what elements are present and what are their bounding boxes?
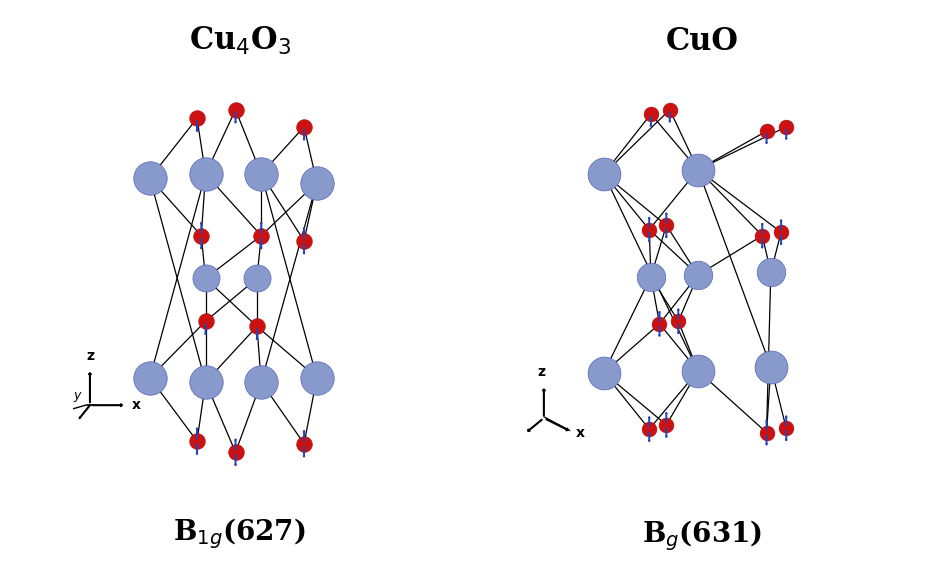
Text: x: x — [132, 398, 141, 412]
Point — [253, 378, 268, 387]
Point — [779, 424, 794, 433]
Point — [142, 373, 157, 382]
Text: Cu$_4$O$_3$: Cu$_4$O$_3$ — [189, 25, 290, 57]
Point — [597, 368, 611, 377]
Point — [194, 231, 209, 240]
Point — [759, 428, 774, 437]
Text: B$_g$(631): B$_g$(631) — [642, 518, 762, 552]
Point — [662, 105, 677, 114]
Text: z: z — [86, 349, 94, 363]
Point — [250, 274, 265, 283]
Point — [763, 362, 778, 371]
Point — [310, 178, 325, 187]
Point — [228, 105, 243, 114]
Point — [253, 231, 268, 240]
Point — [642, 425, 657, 434]
Text: x: x — [575, 427, 585, 441]
Point — [250, 322, 265, 331]
Point — [198, 170, 213, 179]
Point — [198, 378, 213, 387]
Point — [779, 123, 794, 132]
Point — [297, 236, 312, 245]
Text: y: y — [73, 389, 80, 402]
Point — [652, 319, 667, 328]
Text: CuO: CuO — [666, 26, 739, 57]
Text: B$_{1g}$(627): B$_{1g}$(627) — [174, 516, 306, 551]
Point — [759, 126, 774, 135]
Point — [659, 420, 673, 429]
Point — [190, 437, 204, 446]
Point — [644, 272, 659, 281]
Text: z: z — [537, 365, 546, 379]
Point — [142, 174, 157, 183]
Point — [597, 170, 611, 179]
Point — [755, 231, 770, 240]
Point — [198, 317, 213, 326]
Point — [644, 110, 659, 119]
Point — [659, 221, 673, 230]
Point — [297, 439, 312, 448]
Point — [691, 366, 706, 375]
Point — [253, 170, 268, 179]
Point — [691, 270, 706, 279]
Point — [198, 274, 213, 283]
Point — [691, 165, 706, 174]
Point — [297, 123, 312, 132]
Point — [763, 268, 778, 277]
Point — [671, 317, 685, 326]
Point — [773, 228, 788, 237]
Point — [228, 448, 243, 457]
Point — [310, 373, 325, 382]
Point — [642, 225, 657, 234]
Point — [190, 114, 204, 123]
